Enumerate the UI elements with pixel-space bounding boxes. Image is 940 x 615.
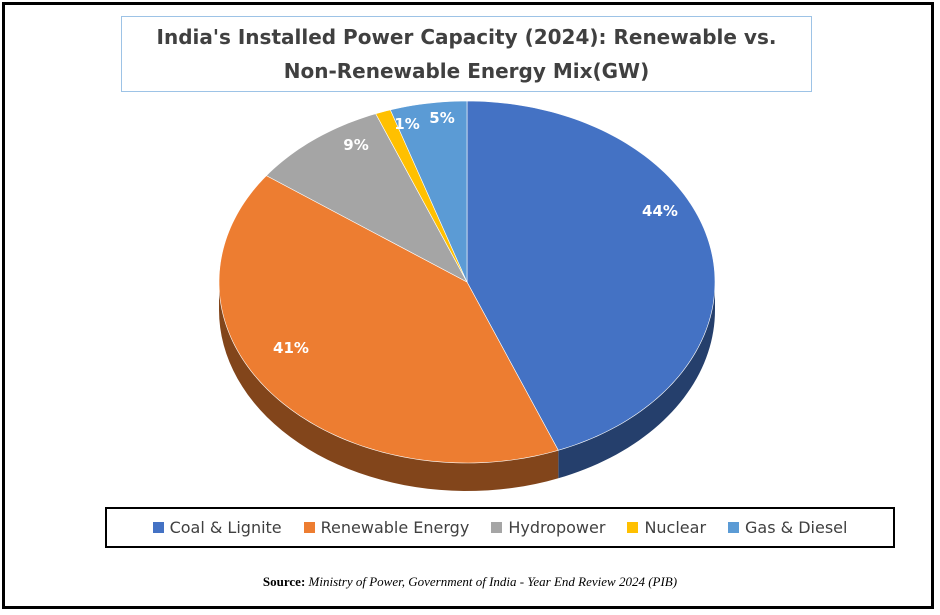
legend-swatch	[627, 522, 639, 533]
legend-item-renewable-energy: Renewable Energy	[303, 518, 470, 537]
legend-swatch	[303, 522, 315, 533]
legend-label: Coal & Lignite	[169, 518, 282, 537]
pie-slice-renewable-energy	[218, 175, 559, 464]
chart-title: India's Installed Power Capacity (2024):…	[156, 25, 777, 83]
legend-label: Gas & Diesel	[745, 518, 848, 537]
legend-item-gas-diesel: Gas & Diesel	[728, 518, 847, 537]
pie-slice-coal-lignite	[466, 100, 716, 451]
pie-side-renewable-energy	[219, 282, 559, 491]
pie-slice-nuclear	[375, 109, 468, 283]
data-label-nuclear: 1%	[394, 115, 419, 133]
legend-label: Renewable Energy	[320, 518, 470, 537]
data-label-renewable-energy: 41%	[273, 339, 309, 357]
source-note: Source: Ministry of Power, Government of…	[0, 574, 940, 590]
legend-item-nuclear: Nuclear	[627, 518, 706, 537]
legend-swatch	[152, 522, 164, 533]
data-label-gas-diesel: 5%	[429, 109, 454, 127]
legend-item-coal-lignite: Coal & Lignite	[152, 518, 282, 537]
pie-slice-gas-diesel	[389, 100, 468, 283]
legend-label: Nuclear	[644, 518, 707, 537]
source-label: Source:	[262, 574, 306, 589]
legend-swatch	[491, 522, 503, 533]
chart-legend: Coal & Lignite Renewable Energy Hydropower…	[105, 507, 895, 548]
pie-side-coal-lignite	[558, 282, 715, 479]
data-label-coal-lignite: 44%	[642, 202, 678, 220]
legend-swatch	[728, 522, 740, 533]
legend-item-hydropower: Hydropower	[491, 518, 605, 537]
pie-slice-hydropower	[265, 113, 468, 283]
chart-title-box: India's Installed Power Capacity (2024):…	[121, 16, 812, 92]
data-label-hydropower: 9%	[343, 136, 368, 154]
source-text: Ministry of Power, Government of India -…	[308, 574, 678, 589]
legend-label: Hydropower	[508, 518, 606, 537]
